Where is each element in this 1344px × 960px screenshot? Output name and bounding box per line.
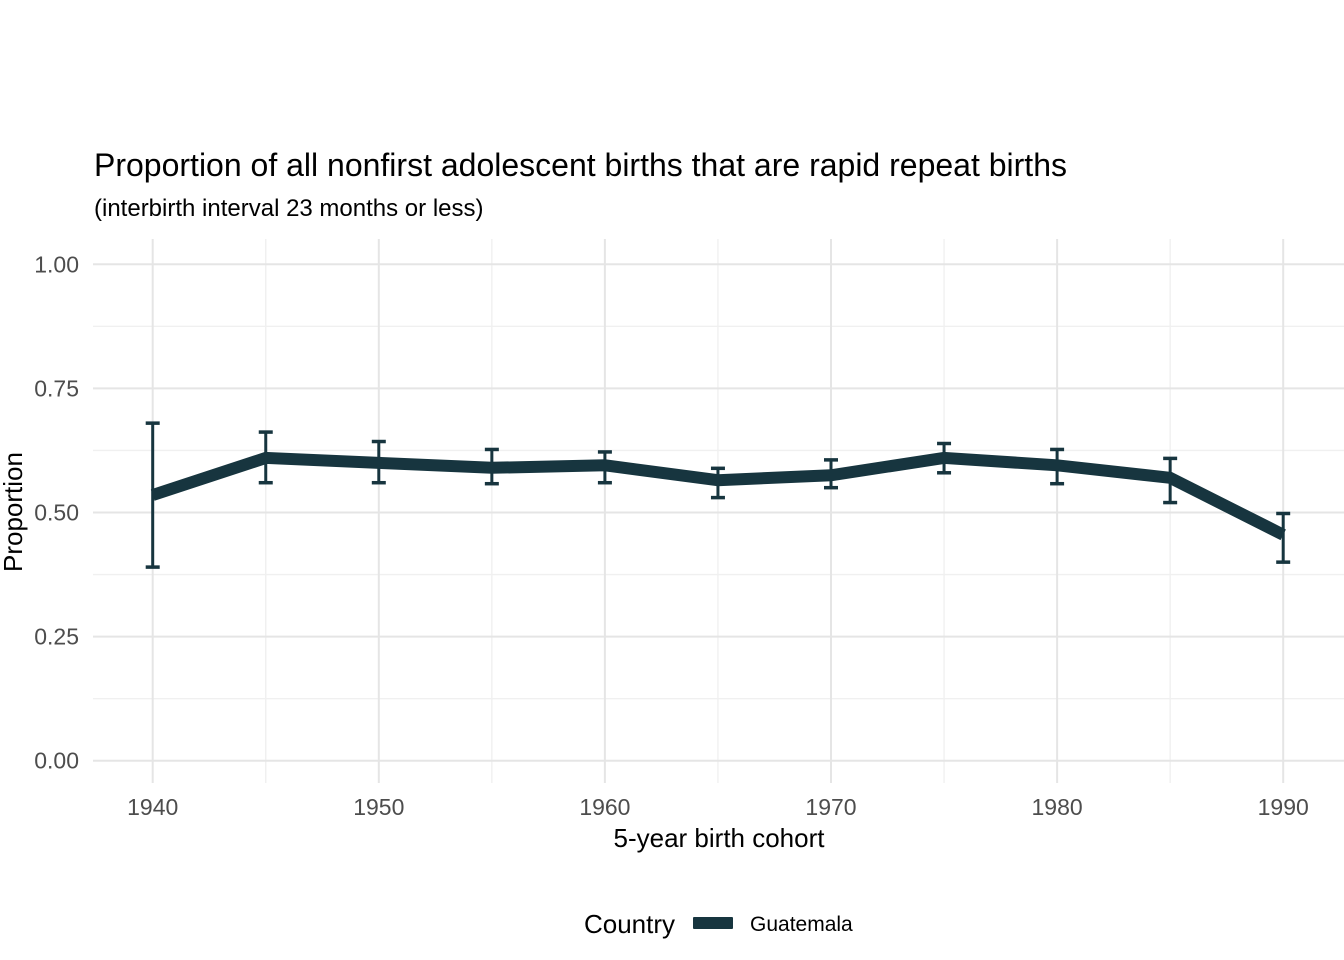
y-axis-title: Proportion: [0, 452, 28, 572]
y-tick-label: 1.00: [34, 251, 79, 277]
chart-title: Proportion of all nonfirst adolescent bi…: [94, 147, 1067, 183]
legend: Country Guatemala: [584, 909, 853, 939]
y-axis-tick-labels: 0.00 0.25 0.50 0.75 1.00: [34, 251, 79, 773]
x-tick-label: 1980: [1032, 794, 1083, 820]
series-path-guatemala: [150, 451, 1286, 541]
y-tick-label: 0.50: [34, 500, 79, 526]
x-axis-tick-labels: 1940 1950 1960 1970 1980 1990: [127, 794, 1309, 820]
legend-title: Country: [584, 909, 675, 939]
y-tick-label: 0.00: [34, 748, 79, 774]
y-tick-label: 0.75: [34, 375, 79, 401]
x-tick-label: 1990: [1258, 794, 1309, 820]
x-tick-label: 1970: [805, 794, 856, 820]
chart-subtitle: (interbirth interval 23 months or less): [94, 195, 483, 222]
x-axis-title: 5-year birth cohort: [614, 823, 826, 853]
y-tick-label: 0.25: [34, 624, 79, 650]
gridlines-minor: [93, 239, 1344, 783]
legend-line-swatch: [693, 917, 733, 929]
x-tick-label: 1950: [353, 794, 404, 820]
series-line-guatemala: [150, 451, 1286, 541]
legend-label-guatemala: Guatemala: [750, 913, 853, 936]
x-tick-label: 1960: [579, 794, 630, 820]
x-tick-label: 1940: [127, 794, 178, 820]
